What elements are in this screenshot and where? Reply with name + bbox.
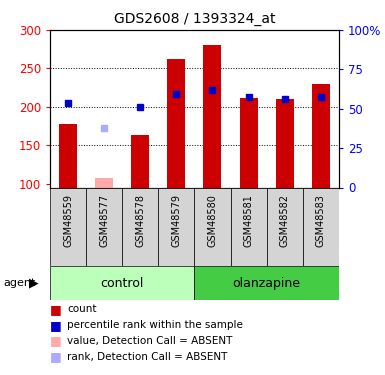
Bar: [95, 177, 113, 188]
Text: GSM48578: GSM48578: [135, 194, 145, 247]
Text: GSM48559: GSM48559: [63, 194, 73, 247]
Bar: [167, 59, 186, 188]
Text: agent: agent: [4, 278, 36, 288]
Bar: [131, 135, 149, 188]
Text: ■: ■: [50, 303, 62, 316]
Bar: [231, 188, 266, 266]
Text: ■: ■: [50, 334, 62, 347]
Text: value, Detection Call = ABSENT: value, Detection Call = ABSENT: [67, 336, 233, 346]
Bar: [50, 188, 86, 266]
Text: count: count: [67, 304, 97, 314]
Title: GDS2608 / 1393324_at: GDS2608 / 1393324_at: [114, 12, 275, 26]
Text: percentile rank within the sample: percentile rank within the sample: [67, 320, 243, 330]
Text: GSM48577: GSM48577: [99, 194, 109, 247]
Text: GSM48581: GSM48581: [244, 194, 254, 247]
Bar: [266, 188, 303, 266]
Bar: [194, 266, 339, 300]
Bar: [50, 266, 194, 300]
Text: GSM48579: GSM48579: [171, 194, 181, 247]
Bar: [276, 99, 294, 188]
Bar: [239, 98, 258, 188]
Text: ■: ■: [50, 319, 62, 332]
Bar: [203, 45, 221, 188]
Bar: [194, 188, 231, 266]
Text: ▶: ▶: [29, 277, 38, 290]
Text: olanzapine: olanzapine: [233, 277, 301, 290]
Bar: [122, 188, 158, 266]
Text: GSM48580: GSM48580: [208, 194, 218, 247]
Bar: [59, 124, 77, 188]
Text: GSM48583: GSM48583: [316, 194, 326, 247]
Text: ■: ■: [50, 350, 62, 363]
Text: control: control: [100, 277, 144, 290]
Bar: [312, 84, 330, 188]
Text: rank, Detection Call = ABSENT: rank, Detection Call = ABSENT: [67, 352, 228, 362]
Text: GSM48582: GSM48582: [280, 194, 290, 247]
Bar: [158, 188, 194, 266]
Bar: [86, 188, 122, 266]
Bar: [303, 188, 339, 266]
